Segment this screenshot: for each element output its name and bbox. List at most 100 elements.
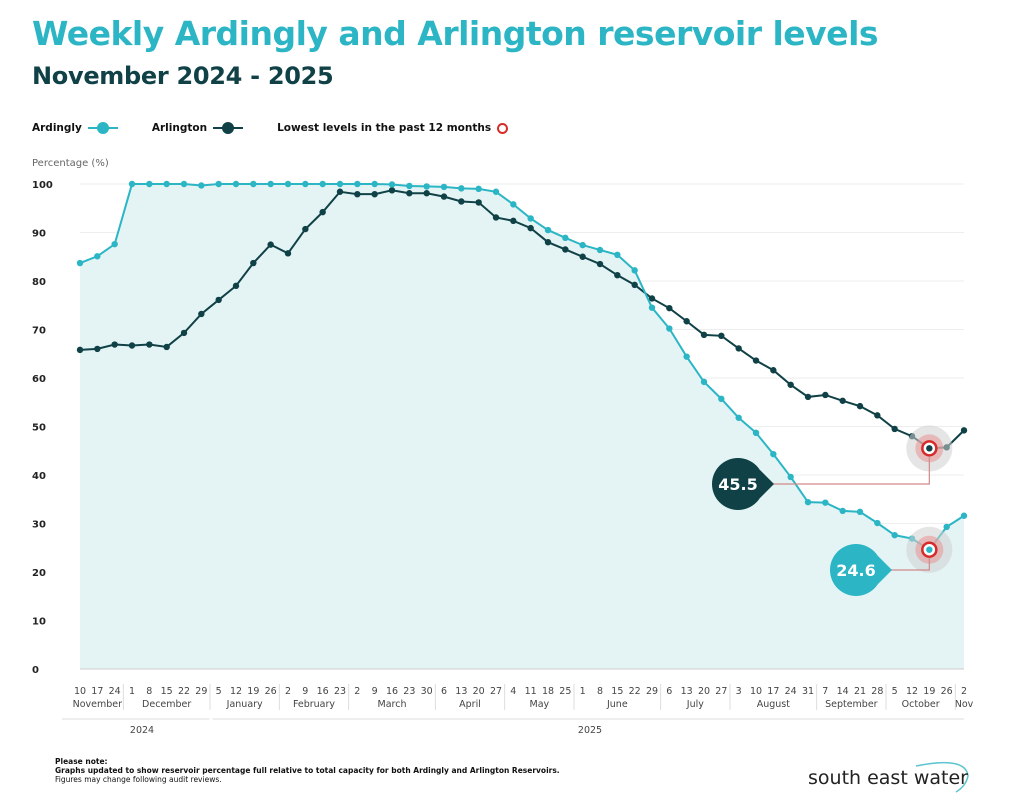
arlington-point xyxy=(458,198,465,205)
arlington-point xyxy=(856,402,864,410)
chart: Percentage (%) 0 10 20 30 40 50 60 70 80 90 100 10 1… xyxy=(32,158,974,736)
arlington-point xyxy=(423,190,430,197)
month-label: October xyxy=(902,699,940,710)
arlington-point xyxy=(250,259,257,267)
arlington-point xyxy=(492,214,500,221)
note-line-1: Graphs updated to show reservoir percent… xyxy=(55,766,560,775)
x-tick-label: 2 xyxy=(285,686,291,697)
x-tick-label: 6 xyxy=(666,686,672,697)
ardingly-point xyxy=(302,180,309,188)
arlington-point xyxy=(718,332,725,340)
ardingly-point xyxy=(284,180,292,188)
legend-lowest: Lowest levels in the past 12 months xyxy=(277,122,509,134)
x-tick-label: 2 xyxy=(354,686,360,697)
x-tick-label: 20 xyxy=(698,686,710,697)
y-tick-label: 50 xyxy=(32,423,46,434)
ardingly-point xyxy=(94,253,101,260)
ardingly-point xyxy=(128,180,136,188)
arlington-point xyxy=(163,343,170,351)
arlington-point xyxy=(111,341,118,348)
x-tick-label: 21 xyxy=(854,686,866,697)
ardingly-point xyxy=(319,180,326,188)
callout-pointer xyxy=(878,556,892,584)
x-tick-label: 3 xyxy=(736,686,742,697)
arlington-point xyxy=(614,271,621,279)
arlington-point xyxy=(440,193,448,200)
ardingly-point xyxy=(267,180,274,188)
ardingly-point xyxy=(111,240,118,248)
x-tick-label: 29 xyxy=(646,686,658,697)
x-tick-label: 2 xyxy=(961,686,967,697)
arlington-point xyxy=(475,199,482,206)
x-tick-label: 1 xyxy=(129,686,135,697)
x-tick-label: 27 xyxy=(490,686,502,697)
ardingly-point xyxy=(406,182,413,190)
x-tick-label: 5 xyxy=(892,686,898,697)
footer-note: Please note: Graphs updated to show rese… xyxy=(55,757,560,784)
arlington-point xyxy=(354,190,361,198)
arlington-point xyxy=(596,260,604,268)
lowest-point xyxy=(926,546,933,553)
arlington-point xyxy=(804,393,812,401)
ardingly-point xyxy=(943,523,950,531)
x-tick-label: 12 xyxy=(906,686,918,697)
x-tick-label: 13 xyxy=(681,686,693,697)
ardingly-point xyxy=(614,251,621,259)
x-tick-label: 6 xyxy=(441,686,447,697)
x-tick-label: 13 xyxy=(455,686,467,697)
arlington-point xyxy=(510,217,517,225)
ardingly-point xyxy=(596,246,604,254)
x-tick-label: 8 xyxy=(146,686,152,697)
ardingly-line-icon xyxy=(87,122,118,134)
legend-arlington: Arlington xyxy=(152,122,244,134)
ardingly-point xyxy=(492,188,500,195)
x-tick-label: 23 xyxy=(334,686,346,697)
arlington-point xyxy=(631,281,638,289)
month-label: July xyxy=(686,699,704,710)
x-tick-label: 9 xyxy=(302,686,308,697)
y-tick-label: 100 xyxy=(32,180,53,191)
x-tick-label: 11 xyxy=(525,686,537,697)
arlington-point xyxy=(128,342,136,349)
x-tick-label: 8 xyxy=(597,686,603,697)
arlington-point xyxy=(527,224,534,232)
callout-bubble xyxy=(830,544,882,596)
arlington-point xyxy=(752,357,760,364)
arlington-line xyxy=(79,189,965,450)
arlington-point xyxy=(787,381,794,388)
year-label: 2025 xyxy=(578,725,602,736)
x-tick-label: 23 xyxy=(403,686,415,697)
x-tick-label: 17 xyxy=(767,686,779,697)
x-tick-label: 25 xyxy=(559,686,571,697)
chart-subtitle: November 2024 - 2025 xyxy=(32,62,334,90)
x-tick-label: 22 xyxy=(629,686,641,697)
arlington-point xyxy=(683,318,690,325)
month-label: February xyxy=(293,699,335,710)
arlington-point xyxy=(874,412,881,419)
ardingly-point xyxy=(440,183,448,191)
note-line-2: Figures may change following audit revie… xyxy=(55,775,222,784)
x-tick-label: 19 xyxy=(247,686,259,697)
y-tick-label: 60 xyxy=(32,374,46,385)
ardingly-point xyxy=(631,267,638,274)
arlington-point xyxy=(822,391,829,399)
ardingly-point xyxy=(388,181,396,188)
red-ring-icon xyxy=(497,122,509,134)
ardingly-point xyxy=(839,507,846,515)
month-label: March xyxy=(378,699,407,710)
ardingly-point xyxy=(648,304,656,311)
ardingly-point xyxy=(822,499,829,506)
ardingly-point xyxy=(371,180,378,188)
arlington-point xyxy=(319,208,326,216)
ardingly-point xyxy=(76,259,84,267)
x-tick-label: 29 xyxy=(195,686,207,697)
arlington-point xyxy=(960,427,968,434)
callout-leader xyxy=(771,456,930,485)
ardingly-point xyxy=(735,414,742,421)
x-tick-label: 24 xyxy=(785,686,797,697)
ardingly-point xyxy=(146,180,153,188)
ardingly-point xyxy=(856,508,864,516)
y-tick-label: 30 xyxy=(32,520,46,531)
x-tick-label: 17 xyxy=(91,686,103,697)
legend-ardingly: Ardingly xyxy=(32,122,118,134)
